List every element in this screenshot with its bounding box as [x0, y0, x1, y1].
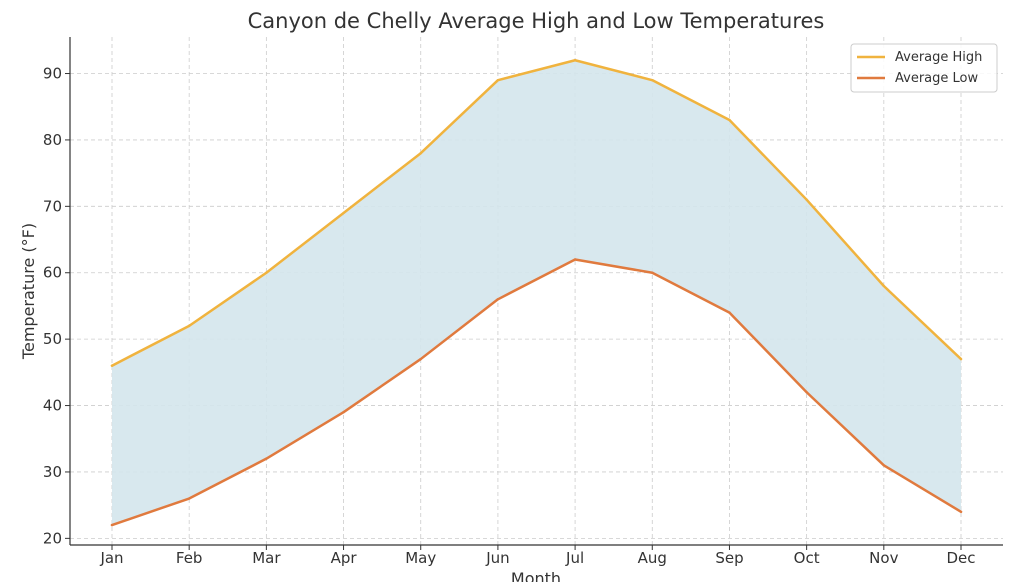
- x-tick-label-jun: Jun: [485, 549, 509, 567]
- x-tick-label-apr: Apr: [331, 549, 358, 567]
- x-ticks: Jan Feb Mar Apr May Jun Jul Aug Sep Oct Nov Dec: [99, 545, 976, 567]
- data-point-average-high-oct: [805, 198, 808, 201]
- data-point-average-low-oct: [805, 391, 808, 394]
- x-tick-label-feb: Feb: [176, 549, 203, 567]
- y-tick-label-20: 20: [43, 529, 62, 547]
- x-tick-label-jan: Jan: [99, 549, 123, 567]
- data-point-average-high-jul: [573, 59, 577, 62]
- data-point-average-high-sep: [728, 118, 731, 122]
- legend-label-average-high: Average High: [895, 50, 982, 65]
- x-tick-label-jul: Jul: [565, 549, 584, 567]
- data-point-average-high-mar: [265, 271, 268, 274]
- y-tick-label-40: 40: [43, 397, 62, 415]
- legend-box: [850, 43, 998, 93]
- data-point-average-low-sep: [728, 311, 731, 314]
- x-tick-label-aug: Aug: [638, 549, 667, 567]
- data-point-average-low-nov: [882, 464, 886, 467]
- x-tick-label-dec: Dec: [946, 549, 975, 567]
- data-point-average-low-jan: [110, 523, 114, 527]
- data-point-average-high-may: [419, 152, 422, 155]
- x-tick-label-nov: Nov: [869, 549, 898, 567]
- data-point-average-high-dec: [959, 357, 963, 361]
- data-point-average-high-jan: [110, 364, 114, 367]
- data-point-average-low-may: [419, 357, 422, 361]
- data-point-average-low-aug: [651, 271, 654, 274]
- axes: [69, 37, 1003, 546]
- y-ticks: 20 30 40 50 60 70 80 90: [43, 65, 70, 547]
- data-point-average-low-mar: [265, 457, 268, 460]
- legend: Average High Average Low: [850, 43, 998, 93]
- data-point-average-low-apr: [342, 410, 345, 414]
- chart-title: Canyon de Chelly Average High and Low Te…: [248, 9, 825, 33]
- x-tick-label-oct: Oct: [794, 549, 820, 567]
- x-axis-label: Month: [511, 569, 561, 582]
- x-tick-label-sep: Sep: [715, 549, 743, 567]
- y-tick-label-70: 70: [43, 197, 62, 215]
- data-point-average-high-feb: [187, 324, 191, 328]
- y-tick-label-90: 90: [43, 65, 62, 83]
- data-point-average-low-jun: [496, 298, 500, 301]
- y-tick-label-80: 80: [43, 131, 62, 149]
- y-tick-label-60: 60: [43, 264, 62, 282]
- data-point-average-high-aug: [651, 78, 654, 82]
- x-tick-label-may: May: [405, 549, 436, 567]
- data-point-average-low-feb: [187, 497, 191, 500]
- data-point-average-high-nov: [882, 284, 886, 288]
- data-point-average-high-jun: [496, 78, 500, 82]
- y-tick-label-50: 50: [43, 330, 62, 348]
- temperature-range-fill: [112, 60, 961, 526]
- series-lines: [110, 58, 963, 527]
- y-tick-label-30: 30: [43, 463, 62, 481]
- legend-label-average-low: Average Low: [895, 71, 978, 86]
- data-point-average-low-jul: [573, 258, 577, 261]
- data-point-average-high-apr: [342, 211, 345, 215]
- series-line-average-low: [110, 258, 963, 527]
- x-tick-label-mar: Mar: [252, 549, 281, 567]
- series-line-average-high: [110, 58, 963, 367]
- data-point-average-low-dec: [959, 510, 963, 513]
- y-axis-label: Temperature (°F): [19, 223, 38, 360]
